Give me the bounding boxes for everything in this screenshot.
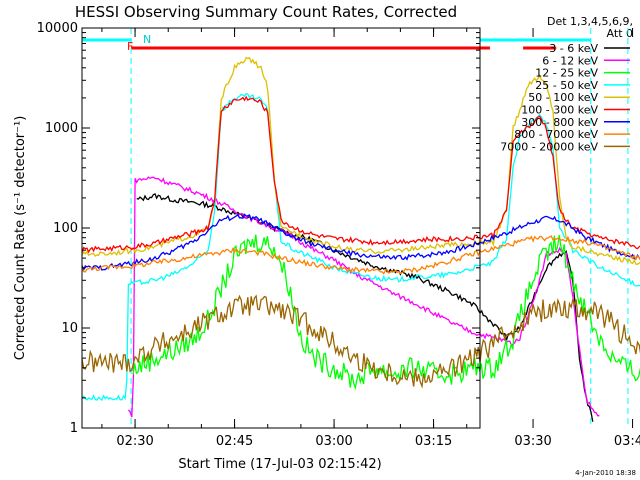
y-tick-label-3: 1000 (45, 121, 78, 136)
legend-label-4: 25 - 50 keV (535, 79, 598, 92)
legend-label-7: 300 - 800 keV (521, 116, 598, 129)
flag-label-n: N (143, 33, 151, 46)
y-axis-label: Corrected Count Rate (s⁻¹ detector⁻¹) (13, 116, 28, 361)
x-tick-label-0: 02:30 (116, 434, 153, 449)
plot-lines (81, 56, 640, 422)
legend-label-6: 100 - 300 keV (521, 104, 598, 117)
series-line-9 (81, 294, 640, 389)
legend-label-2: 6 - 12 keV (542, 54, 598, 67)
x-tick-label-2: 03:00 (315, 434, 352, 449)
x-tick-label-1: 02:45 (216, 434, 253, 449)
chart-title: HESSI Observing Summary Count Rates, Cor… (75, 3, 457, 21)
flag-label-f: F (127, 40, 133, 53)
series-line-3 (132, 234, 640, 391)
y-tick-label-0: 1 (70, 421, 78, 436)
axes: 1 10 100 1000 10000 02:30 02:45 03:00 03:15 03:30… (37, 21, 640, 449)
legend-header-line-2: Att 0 (607, 27, 633, 40)
legend-label-9: 7000 - 20000 keV (500, 140, 598, 153)
series-line-8 (81, 235, 640, 275)
legend-label-5: 50 - 100 keV (528, 91, 598, 104)
series-line-6 (81, 95, 640, 254)
footer-date: 4-Jan-2010 18:38 (575, 469, 636, 477)
legend-label-3: 12 - 25 keV (535, 67, 598, 80)
x-axis-label: Start Time (17-Jul-03 02:15:42) (178, 457, 381, 472)
legend-header-line-1: Det 1,3,4,5,6,9, (547, 15, 633, 28)
y-tick-label-4: 10000 (37, 21, 78, 36)
legend-label-8: 800 - 7000 keV (514, 128, 598, 141)
y-tick-label-2: 100 (53, 221, 78, 236)
x-tick-label-5: 03:45 (614, 434, 640, 449)
flag-bars (82, 28, 629, 428)
series-line-7 (81, 213, 640, 272)
legend-label-1: 3 - 6 keV (549, 42, 598, 55)
x-tick-label-4: 03:30 (514, 434, 551, 449)
series-line-4 (81, 92, 640, 402)
y-tick-label-1: 10 (61, 321, 78, 336)
x-tick-label-3: 03:15 (415, 434, 452, 449)
series-line-2 (127, 176, 600, 418)
